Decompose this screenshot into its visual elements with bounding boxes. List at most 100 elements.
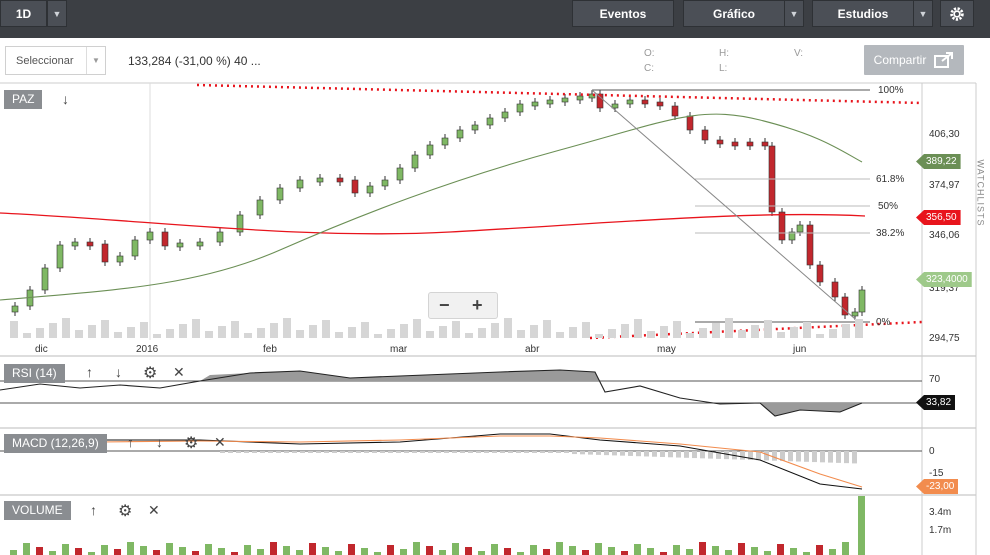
candle: [656, 101, 664, 107]
volume-bar: [244, 545, 251, 555]
fib-diagonal: [591, 89, 863, 326]
price-panel-label[interactable]: PAZ: [4, 90, 43, 109]
candle: [86, 241, 94, 247]
candle: [686, 115, 694, 131]
macd-histogram-bar: [484, 451, 489, 453]
arrow-up-icon[interactable]: ↑: [127, 434, 134, 450]
volume-bar: [712, 546, 719, 555]
macd-histogram-bar: [356, 451, 361, 453]
volume-bar: [751, 547, 758, 555]
volume-bar: [517, 552, 524, 555]
arrow-down-icon[interactable]: ↓: [115, 364, 122, 380]
volume-bar-bg: [725, 318, 733, 338]
volume-bar-bg: [439, 326, 447, 338]
volume-bar-bg: [582, 322, 590, 338]
price-tag-sma-long: 356,50: [916, 210, 961, 225]
volume-bar: [309, 543, 316, 555]
candle: [196, 241, 204, 247]
zoom-out-button[interactable]: −: [439, 295, 450, 315]
quote-text: 133,284 (-31,00 %) 40 ...: [128, 54, 261, 68]
volume-bar-bg: [673, 321, 681, 338]
volume-bar: [387, 545, 394, 555]
zoom-in-button[interactable]: +: [472, 295, 483, 315]
volume-bar: [764, 551, 771, 555]
events-button[interactable]: Eventos: [572, 0, 674, 27]
close-icon[interactable]: ✕: [214, 434, 226, 450]
chart-dropdown-icon[interactable]: ▼: [784, 0, 804, 27]
volume-bar: [88, 552, 95, 555]
volume-bar: [530, 545, 537, 555]
volume-bar: [205, 544, 212, 555]
candle: [441, 137, 449, 146]
volume-bar: [153, 550, 160, 555]
gear-icon[interactable]: ⚙: [118, 503, 133, 520]
interval-dropdown-icon[interactable]: ▼: [47, 0, 67, 27]
close-icon[interactable]: ✕: [148, 502, 160, 518]
volume-bar: [10, 550, 17, 555]
volume-bar: [23, 543, 30, 555]
volume-bar: [75, 548, 82, 555]
gear-icon[interactable]: ⚙: [143, 365, 158, 382]
candle: [611, 103, 619, 109]
volume-bar: [478, 551, 485, 555]
volume-bar: [166, 543, 173, 555]
volume-bar-bg: [829, 329, 837, 338]
arrow-down-icon[interactable]: ↓: [62, 91, 69, 107]
macd-histogram-bar: [260, 451, 265, 453]
macd-axis-tick: -15: [929, 468, 944, 479]
volume-bar: [686, 549, 693, 555]
volume-bar: [673, 545, 680, 555]
macd-histogram-bar: [604, 451, 609, 456]
studies-dropdown-icon[interactable]: ▼: [913, 0, 933, 27]
volume-bar-bg: [205, 331, 213, 338]
volume-bar-bg: [738, 330, 746, 338]
gear-icon[interactable]: [940, 0, 974, 27]
symbol-select[interactable]: Seleccionar ▼: [5, 46, 106, 75]
volume-bar-bg: [660, 326, 668, 338]
ohlc-open: O:: [644, 48, 655, 59]
macd-histogram-bar: [244, 451, 249, 453]
volume-bar-bg: [36, 328, 44, 338]
volume-bar: [36, 547, 43, 555]
top-toolbar: 1D ▼ Eventos Gráfico ▼ Estudios ▼: [0, 0, 990, 38]
macd-panel-label[interactable]: MACD (12,26,9): [4, 434, 107, 453]
studies-button[interactable]: Estudios: [812, 0, 914, 27]
volume-bar-bg: [23, 333, 31, 338]
arrow-down-icon[interactable]: ↓: [156, 434, 163, 450]
volume-bar-bg: [465, 333, 473, 338]
gear-icon[interactable]: ⚙: [184, 435, 199, 452]
candle: [236, 214, 244, 233]
volume-bar: [179, 547, 186, 555]
volume-bar: [270, 542, 277, 555]
time-axis-tick: 2016: [136, 344, 159, 355]
macd-histogram-bar: [476, 451, 481, 453]
rsi-panel-label[interactable]: RSI (14): [4, 364, 65, 383]
macd-histogram-bar: [596, 451, 601, 455]
arrow-up-icon[interactable]: ↑: [90, 502, 97, 518]
volume-bar: [413, 542, 420, 555]
candle: [426, 144, 434, 156]
macd-histogram-bar: [652, 451, 657, 457]
macd-histogram-bar: [796, 451, 801, 462]
volume-panel-label[interactable]: VOLUME: [4, 501, 71, 520]
arrow-up-icon[interactable]: ↑: [86, 364, 93, 380]
volume-bar-bg: [387, 329, 395, 338]
candle: [366, 185, 374, 194]
macd-histogram-bar: [316, 451, 321, 453]
close-icon[interactable]: ✕: [173, 364, 185, 380]
macd-histogram-bar: [396, 451, 401, 453]
candle: [788, 231, 796, 241]
volume-bar: [101, 545, 108, 555]
share-button[interactable]: Compartir: [864, 45, 964, 75]
macd-histogram-bar: [524, 451, 529, 453]
macd-histogram-bar: [564, 451, 569, 453]
macd-histogram-bar: [644, 451, 649, 457]
macd-histogram-bar: [556, 451, 561, 453]
interval-button[interactable]: 1D: [0, 0, 47, 27]
watchlists-tab[interactable]: WATCHLISTS: [976, 150, 990, 240]
macd-histogram-bar: [348, 451, 353, 453]
volume-bar-bg: [803, 322, 811, 338]
candle: [71, 241, 79, 247]
volume-bar: [491, 544, 498, 555]
